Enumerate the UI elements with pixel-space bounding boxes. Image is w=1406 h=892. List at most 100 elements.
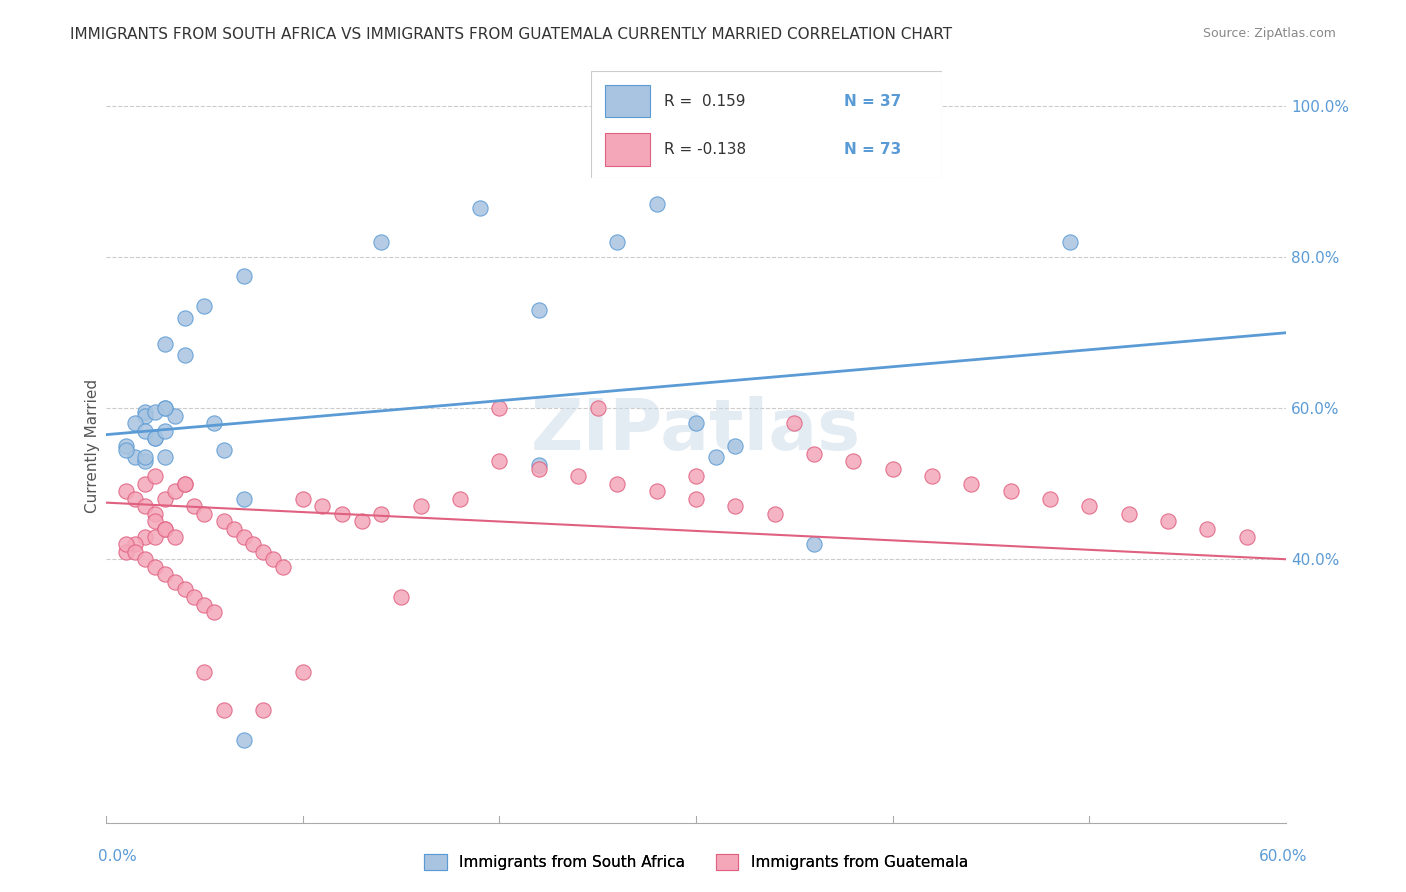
Text: Source: ZipAtlas.com: Source: ZipAtlas.com bbox=[1202, 27, 1336, 40]
Point bbox=[173, 348, 195, 362]
Point bbox=[409, 500, 432, 514]
Point bbox=[124, 450, 146, 465]
Point bbox=[803, 446, 825, 460]
Point bbox=[134, 530, 156, 544]
Point bbox=[114, 439, 136, 453]
Point bbox=[645, 484, 668, 499]
Text: 60.0%: 60.0% bbox=[1260, 849, 1308, 863]
Point bbox=[606, 235, 628, 249]
Point bbox=[193, 507, 215, 521]
Point bbox=[1039, 491, 1062, 506]
FancyBboxPatch shape bbox=[591, 71, 942, 178]
Point bbox=[1197, 522, 1219, 536]
Point bbox=[153, 401, 176, 416]
Point bbox=[389, 590, 412, 604]
Point bbox=[271, 559, 294, 574]
Point bbox=[1236, 530, 1258, 544]
Point bbox=[183, 590, 205, 604]
Point bbox=[370, 507, 392, 521]
Text: 0.0%: 0.0% bbox=[98, 849, 138, 863]
Point bbox=[153, 522, 176, 536]
Point bbox=[724, 500, 747, 514]
Point bbox=[153, 522, 176, 536]
Point bbox=[252, 544, 274, 558]
Point bbox=[134, 454, 156, 468]
Point bbox=[202, 417, 225, 431]
Point bbox=[134, 405, 156, 419]
Point bbox=[134, 409, 156, 423]
Point bbox=[163, 530, 186, 544]
Point bbox=[173, 582, 195, 597]
Point bbox=[134, 500, 156, 514]
Point bbox=[143, 432, 166, 446]
Point bbox=[527, 458, 550, 472]
Point bbox=[124, 537, 146, 551]
Point bbox=[114, 442, 136, 457]
Point bbox=[685, 469, 707, 483]
Point bbox=[449, 491, 471, 506]
Point bbox=[183, 500, 205, 514]
Point bbox=[114, 537, 136, 551]
Point bbox=[488, 401, 510, 416]
Point bbox=[842, 454, 865, 468]
Point bbox=[232, 491, 254, 506]
Point bbox=[763, 507, 786, 521]
Point bbox=[252, 703, 274, 717]
Legend: Immigrants from South Africa, Immigrants from Guatemala: Immigrants from South Africa, Immigrants… bbox=[418, 848, 974, 876]
Point bbox=[114, 484, 136, 499]
Point bbox=[173, 476, 195, 491]
Point bbox=[527, 303, 550, 318]
Point bbox=[606, 476, 628, 491]
Text: IMMIGRANTS FROM SOUTH AFRICA VS IMMIGRANTS FROM GUATEMALA CURRENTLY MARRIED CORR: IMMIGRANTS FROM SOUTH AFRICA VS IMMIGRAN… bbox=[70, 27, 952, 42]
Point bbox=[163, 574, 186, 589]
Point bbox=[370, 235, 392, 249]
Point bbox=[1078, 500, 1101, 514]
Point bbox=[143, 559, 166, 574]
Point bbox=[330, 507, 353, 521]
Point bbox=[153, 567, 176, 582]
Text: R = -0.138: R = -0.138 bbox=[664, 142, 747, 157]
Point bbox=[222, 522, 245, 536]
Point bbox=[143, 530, 166, 544]
Text: N = 37: N = 37 bbox=[844, 94, 901, 109]
Point bbox=[882, 461, 904, 475]
Point bbox=[143, 469, 166, 483]
Point bbox=[567, 469, 589, 483]
Point bbox=[143, 405, 166, 419]
Point bbox=[193, 598, 215, 612]
Text: R =  0.159: R = 0.159 bbox=[664, 94, 745, 109]
Point bbox=[921, 469, 943, 483]
FancyBboxPatch shape bbox=[605, 86, 650, 118]
Point bbox=[311, 500, 333, 514]
Point bbox=[527, 461, 550, 475]
Point bbox=[262, 552, 284, 566]
Point bbox=[134, 552, 156, 566]
Point bbox=[114, 544, 136, 558]
Point bbox=[704, 450, 727, 465]
Text: N = 73: N = 73 bbox=[844, 142, 901, 157]
Point bbox=[291, 665, 314, 680]
Point bbox=[124, 544, 146, 558]
Point bbox=[134, 424, 156, 438]
Point bbox=[153, 491, 176, 506]
Point bbox=[291, 491, 314, 506]
Point bbox=[153, 337, 176, 351]
Point bbox=[212, 703, 235, 717]
Point bbox=[193, 299, 215, 313]
Point bbox=[134, 450, 156, 465]
Point bbox=[685, 417, 707, 431]
Point bbox=[724, 439, 747, 453]
Point bbox=[163, 484, 186, 499]
Point bbox=[232, 530, 254, 544]
Point bbox=[586, 401, 609, 416]
Point bbox=[232, 733, 254, 747]
Point bbox=[143, 515, 166, 529]
Point bbox=[173, 476, 195, 491]
Point bbox=[163, 409, 186, 423]
Point bbox=[350, 515, 373, 529]
Point bbox=[212, 515, 235, 529]
Point bbox=[1118, 507, 1140, 521]
Point bbox=[685, 491, 707, 506]
Point bbox=[153, 424, 176, 438]
Text: ZIPatlas: ZIPatlas bbox=[531, 396, 860, 466]
